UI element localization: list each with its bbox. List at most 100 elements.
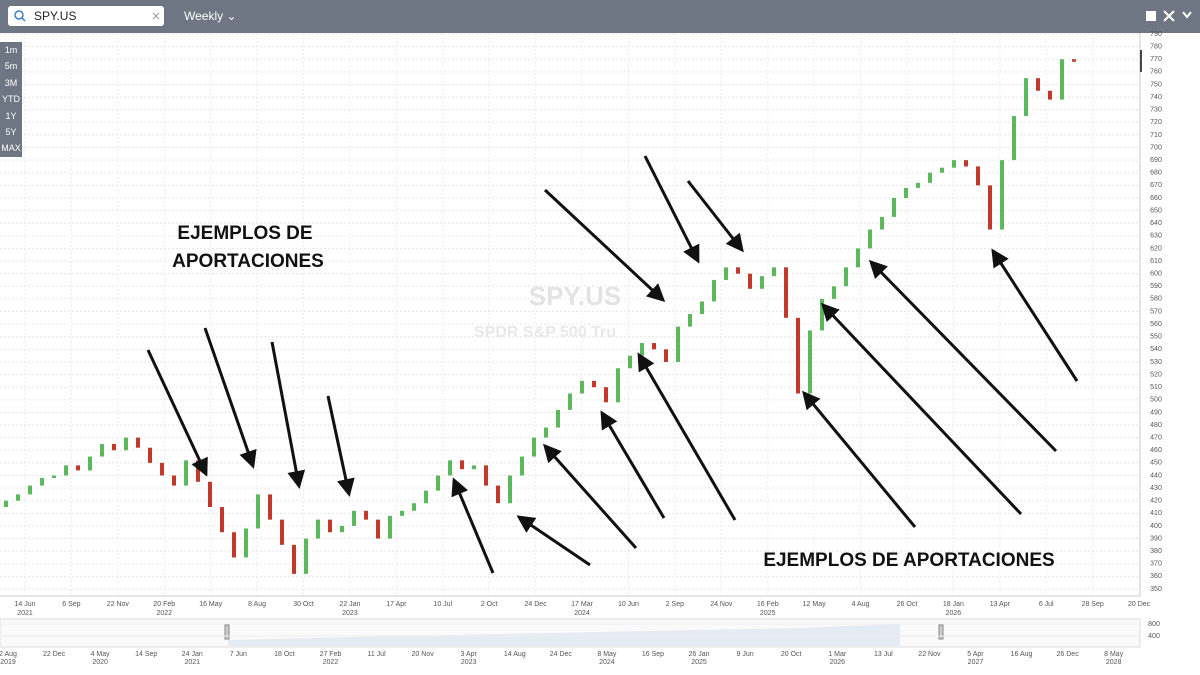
- candle-body: [544, 427, 548, 438]
- candle-body: [796, 317, 800, 394]
- x-tick-year: 2025: [760, 610, 776, 617]
- navigator-x-label: 27 Feb: [320, 651, 342, 658]
- range-buttons: 1m 5m 3M YTD 1Y 5Y MAX: [0, 42, 22, 157]
- x-tick-year: 2021: [17, 610, 33, 617]
- y-tick-label: 730: [1150, 107, 1162, 114]
- y-tick-label: 620: [1150, 245, 1162, 252]
- candle-body: [772, 267, 776, 277]
- candle-body: [604, 387, 608, 403]
- navigator-x-label: 16 Aug: [1011, 651, 1033, 658]
- candle-body: [184, 460, 188, 486]
- y-tick-label: 450: [1150, 460, 1162, 467]
- candle-body: [328, 519, 332, 533]
- x-tick-label: 8 Aug: [248, 601, 266, 608]
- navigator-x-label: 8 May: [1104, 651, 1124, 658]
- x-tick-label: 2 Oct: [481, 601, 498, 608]
- x-tick-label: 24 Dec: [525, 601, 548, 608]
- candle-body: [436, 475, 440, 491]
- range-button[interactable]: 3M: [4, 77, 18, 88]
- x-tick-year: 2026: [946, 610, 962, 617]
- navigator-x-label: 20 Oct: [781, 651, 802, 658]
- candle-body: [568, 393, 572, 410]
- candle-body: [1024, 78, 1028, 116]
- candle-body: [280, 519, 284, 545]
- navigator-x-label: 8 May: [597, 651, 617, 658]
- y-tick-label: 610: [1150, 258, 1162, 265]
- candle-body: [460, 460, 464, 470]
- candle-body: [988, 185, 992, 230]
- candle-body: [580, 380, 584, 394]
- x-tick-label: 16 May: [199, 601, 222, 608]
- x-tick-label: 30 Oct: [293, 601, 314, 608]
- range-button[interactable]: 5m: [4, 61, 18, 72]
- candle-body: [736, 267, 740, 274]
- x-tick-label: 26 Oct: [897, 601, 918, 608]
- x-tick-label: 22 Jan: [339, 601, 360, 608]
- x-tick-label: 10 Jul: [433, 601, 452, 608]
- y-tick-label: 350: [1150, 586, 1162, 593]
- x-tick-label: 6 Jul: [1039, 601, 1054, 608]
- arrows: [146, 155, 1079, 574]
- navigator-x-year: 2028: [1106, 659, 1122, 666]
- candle-body: [304, 538, 308, 574]
- candle-body: [484, 465, 488, 486]
- candle-body: [760, 276, 764, 289]
- candle-body: [448, 460, 452, 476]
- y-tick-label: 760: [1150, 69, 1162, 76]
- candle-body: [916, 182, 920, 188]
- navigator-x-label: 7 Jun: [230, 651, 247, 658]
- range-button[interactable]: 1Y: [5, 110, 17, 121]
- candle-body: [112, 443, 116, 451]
- candle-body: [28, 485, 32, 495]
- y-tick-label: 360: [1150, 573, 1162, 580]
- x-tick-label: 17 Mar: [571, 601, 593, 608]
- candle-body: [1048, 90, 1052, 100]
- navigator-x-year: 2019: [0, 659, 16, 666]
- range-button[interactable]: YTD: [2, 94, 20, 105]
- candle-body: [256, 494, 260, 529]
- candle-body: [376, 519, 380, 539]
- candle-body: [172, 475, 176, 486]
- candle-body: [664, 349, 668, 362]
- range-button[interactable]: 5Y: [5, 126, 17, 137]
- candle-body: [196, 460, 200, 482]
- x-tick-label: 10 Jun: [618, 601, 639, 608]
- navigator-x-year: 2020: [92, 659, 108, 666]
- navigator-x-year: 2025: [691, 659, 707, 666]
- candle-body: [16, 494, 20, 501]
- y-tick-label: 710: [1150, 132, 1162, 139]
- navigator-x-year: 2021: [184, 659, 200, 666]
- search-box[interactable]: SPY.US: [8, 6, 164, 26]
- range-button[interactable]: 1m: [4, 45, 18, 55]
- candle-body: [640, 343, 644, 356]
- candle-body: [268, 494, 272, 520]
- candle-body: [508, 475, 512, 504]
- x-tick-label: 2 Sep: [666, 601, 684, 608]
- clear-icon[interactable]: [8, 6, 164, 26]
- candle-body: [88, 456, 92, 471]
- y-tick-label: 520: [1150, 371, 1162, 378]
- x-tick-year: 2023: [342, 610, 358, 617]
- navigator-handle[interactable]: [224, 624, 230, 640]
- y-tick-label: 410: [1150, 510, 1162, 517]
- x-tick-label: 28 Sep: [1082, 601, 1104, 608]
- navigator-handle[interactable]: [938, 624, 944, 640]
- range-button[interactable]: MAX: [1, 143, 21, 154]
- y-tick-label: 490: [1150, 409, 1162, 416]
- candle-body: [688, 314, 692, 327]
- candle-body: [220, 507, 224, 533]
- x-tick-label: 4 Aug: [852, 601, 870, 608]
- navigator-x-label: 9 Jun: [737, 651, 754, 658]
- navigator-x-label: 22 Dec: [43, 651, 66, 658]
- y-tick-label: 580: [1150, 296, 1162, 303]
- candle-body: [232, 532, 236, 558]
- interval-select[interactable]: Weekly ⌄: [184, 9, 237, 23]
- candle-body: [892, 197, 896, 217]
- candle-body: [100, 443, 104, 457]
- y-tick-label: 380: [1150, 548, 1162, 555]
- y-tick-label: 650: [1150, 207, 1162, 214]
- x-tick-label: 16 Feb: [757, 601, 779, 608]
- candle-body: [748, 273, 752, 289]
- y-tick-label: 750: [1150, 81, 1162, 88]
